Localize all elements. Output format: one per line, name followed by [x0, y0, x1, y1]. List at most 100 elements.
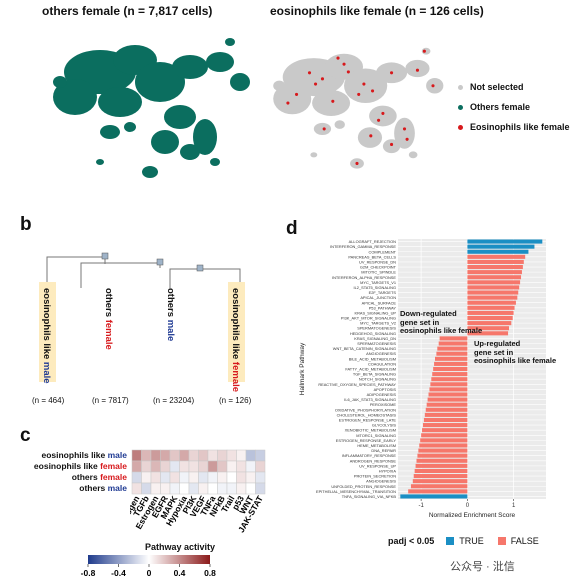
- watermark-text: 公众号 · 沘信: [450, 561, 515, 573]
- nes-bar: [408, 489, 468, 494]
- heatmap-cell: [217, 449, 228, 462]
- legend-dot-grey: [458, 84, 463, 90]
- legend-label-true: TRUE: [459, 536, 484, 546]
- nes-bar: [439, 336, 468, 341]
- nes-bar: [467, 315, 513, 321]
- heatmap-cell: [160, 449, 171, 462]
- heatmap-cell: [245, 449, 256, 462]
- nes-bar: [418, 448, 468, 453]
- heatmap-cell: [226, 471, 237, 484]
- legend-item-eosinophils-female: Eosinophils like female: [458, 122, 570, 132]
- heatmap-cell: [131, 482, 142, 495]
- pathway-label: INFLAMMATORY_RESPONSE: [342, 453, 397, 458]
- heatmap-cell: [207, 460, 218, 473]
- nes-bar: [427, 397, 468, 402]
- pathway-label: OXIDATIVE_PHOSPHORYLATION: [335, 407, 396, 412]
- pathway-label: INTERFERON_GAMMA_RESPONSE: [330, 244, 396, 249]
- heatmap-cell: [236, 460, 247, 473]
- nes-bar: [416, 458, 468, 463]
- heatmap-cell: [255, 471, 266, 484]
- pathway-label: PROTEIN_SECRETION: [354, 474, 396, 479]
- x-tick-label: 1: [512, 503, 516, 509]
- pathway-label: INTERFERON_ALPHA_RESPONSE: [332, 275, 396, 280]
- legend-label: Not selected: [470, 82, 524, 92]
- pathway-label: APICAL_JUNCTION: [360, 295, 396, 300]
- pathway-label: MITOTIC_SPINDLE: [361, 270, 396, 275]
- nes-bar: [467, 249, 529, 254]
- nes-bar: [420, 438, 468, 443]
- heatmap-cell: [169, 482, 180, 495]
- heatmap-cell: [245, 460, 256, 473]
- pathway-label: XENOBIOTIC_METABOLISM: [345, 428, 396, 433]
- x-tick-label: 0: [466, 503, 470, 509]
- colorbar-title: Pathway activity: [144, 542, 216, 552]
- heatmap-cell: [198, 471, 209, 484]
- nes-bar: [431, 377, 468, 382]
- heatmap-cell: [169, 449, 180, 462]
- nes-bar: [400, 494, 468, 499]
- nes-bar: [467, 254, 526, 259]
- heatmap-cell: [198, 482, 209, 495]
- pathway-label: KRAS_SIGNALING_DN: [354, 336, 396, 341]
- highlight-box-eos-male: [39, 282, 56, 382]
- group-label-others-female: others female: [103, 288, 114, 350]
- pathway-label: DNA_REPAIR: [371, 448, 396, 453]
- heatmap-cell: [141, 449, 152, 462]
- nes-bar: [434, 361, 468, 366]
- heatmap-cell: [217, 482, 228, 495]
- pathway-label: HEDGEHOG_SIGNALING: [350, 331, 396, 336]
- heatmap-cell: [160, 482, 171, 495]
- nes-bar: [467, 244, 535, 249]
- x-axis-label: Normalized Enrichment Score: [429, 512, 516, 519]
- pathway-label: ANGIOGENESIS: [366, 479, 396, 484]
- nes-bar: [417, 453, 468, 458]
- heatmap-cell: [150, 471, 161, 484]
- group-label-others-male: others male: [165, 288, 176, 342]
- pathway-label: NOTCH_SIGNALING: [359, 377, 396, 382]
- heatmap-row-labels: eosinophils like male eosinophils like f…: [0, 450, 127, 498]
- panel-b-letter: b: [20, 214, 32, 235]
- nes-bar: [428, 392, 468, 397]
- nes-bar: [435, 356, 468, 361]
- pathway-label: COAGULATION: [368, 361, 396, 366]
- heatmap-cell: [198, 449, 209, 462]
- umap-legend: Not selected Others female Eosinophils l…: [458, 82, 570, 142]
- heatmap-cell: [179, 449, 190, 462]
- heatmap-cell: [198, 460, 209, 473]
- count-others-male: (n = 23204): [153, 396, 195, 405]
- nes-bar: [412, 479, 468, 484]
- pathway-label: APOPTOSIS: [374, 387, 397, 392]
- nes-bar: [467, 275, 522, 280]
- nes-bar: [437, 346, 468, 351]
- pathway-label: ANGIOGENESIS: [366, 351, 396, 356]
- pathway-label: WNT_BETA_CATENIN_SIGNALING: [333, 346, 396, 351]
- nes-bar: [419, 443, 468, 448]
- nes-bar: [414, 468, 468, 473]
- pathway-label: APICAL_SURFACE: [362, 300, 397, 305]
- heatmap-cell: [226, 449, 237, 462]
- annotation-down-regulated: Down-regulated gene set in eosinophils l…: [400, 309, 483, 336]
- heatmap-cell: [207, 471, 218, 484]
- dendrogram: [46, 252, 241, 288]
- legend-item-not-selected: Not selected: [458, 82, 570, 92]
- pathway-label: BILE_ACID_METABOLISM: [349, 356, 396, 361]
- heatmap-cell: [236, 471, 247, 484]
- nes-bar: [467, 280, 521, 285]
- legend-item-others-female: Others female: [458, 102, 570, 112]
- nes-bar: [425, 407, 468, 412]
- heatmap-cell: [188, 471, 199, 484]
- pathway-label: CHOLESTEROL_HOMEOSTASIS: [337, 412, 397, 417]
- nes-bar: [421, 433, 468, 438]
- heatmap-cell: [226, 482, 237, 495]
- y-axis-label: Hallmark Pathway: [299, 342, 306, 395]
- pathway-label: PEROXISOME: [370, 402, 397, 407]
- heatmap-cell: [217, 471, 228, 484]
- colorbar-tick-label: 0.8: [204, 568, 216, 578]
- colorbar-tick-label: 0.4: [174, 568, 186, 578]
- heatmap-cell: [179, 471, 190, 484]
- nes-bar: [436, 351, 468, 356]
- nes-bar: [467, 331, 509, 336]
- panel-c-letter: c: [20, 425, 31, 446]
- pathway-heatmap: AndrogenTGFbEstrogenEGFRMAPKHypoxiaPI3KV…: [130, 449, 266, 534]
- pathway-label: TGF_BETA_SIGNALING: [353, 372, 396, 377]
